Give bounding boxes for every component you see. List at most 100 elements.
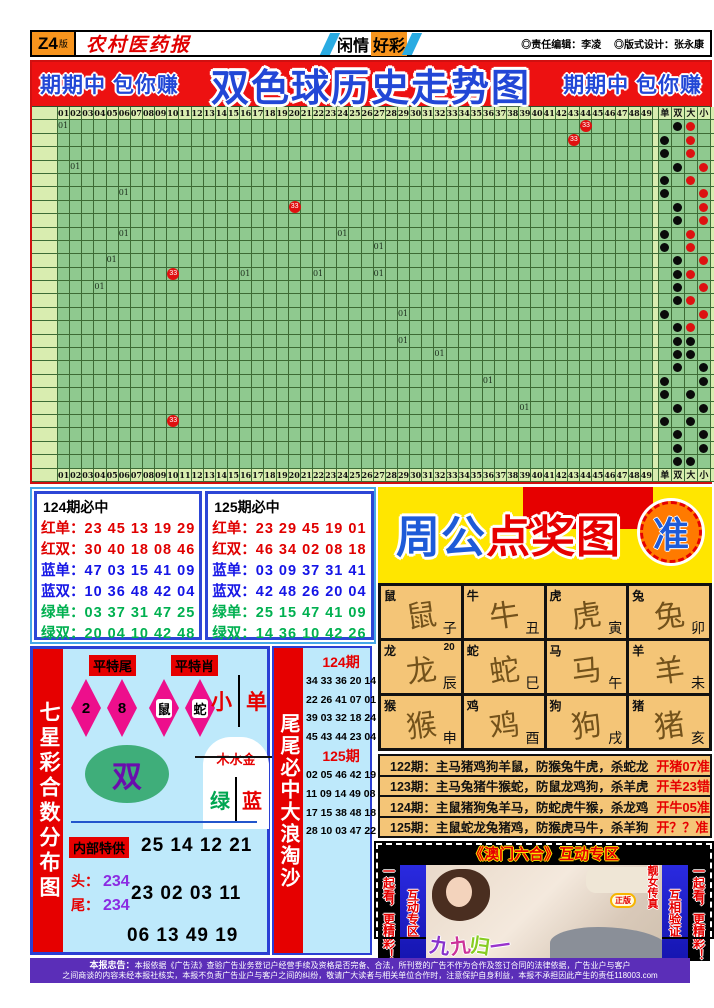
grid-cell bbox=[337, 307, 350, 322]
grid-cell bbox=[640, 173, 653, 188]
odd-even-ratio: 1 : 9 bbox=[710, 187, 714, 201]
grid-cell bbox=[616, 200, 629, 215]
column-header: 奇数:偶数 bbox=[710, 107, 714, 121]
grid-cell bbox=[519, 254, 532, 268]
grid-cell bbox=[628, 214, 641, 228]
grid-cell bbox=[616, 294, 629, 308]
grid-cell bbox=[458, 120, 471, 134]
dan-label: 单 bbox=[246, 691, 267, 714]
grid-cell bbox=[482, 147, 496, 161]
pick-row-numbers: 42 48 26 20 04 bbox=[255, 584, 367, 600]
size-dot bbox=[698, 189, 708, 199]
pingtexiao-tag: 平特肖 bbox=[171, 655, 219, 676]
grid-cell bbox=[434, 254, 447, 268]
grid-cell bbox=[227, 428, 241, 442]
notice-line2: 之间商谈的内容未经本报社核实，本报不负责广告业户与客户之间的纠纷，敬请广大读者与… bbox=[62, 971, 658, 980]
grid-cell bbox=[446, 307, 459, 322]
grid-cell bbox=[264, 281, 277, 295]
grid-cell bbox=[191, 133, 204, 148]
grid-cell bbox=[215, 294, 228, 308]
grid-cell bbox=[470, 388, 483, 402]
grid-cell bbox=[94, 187, 107, 201]
grid-cell bbox=[495, 147, 508, 161]
number-01-marker: 01 bbox=[118, 228, 129, 238]
grid-cell bbox=[628, 348, 641, 362]
grid-cell bbox=[616, 414, 629, 429]
grid-cell bbox=[543, 187, 556, 201]
grid-cell bbox=[167, 147, 180, 161]
odd-even-ratio: 2 : 5 bbox=[710, 200, 714, 215]
grid-cell bbox=[616, 227, 629, 241]
grid-cell bbox=[373, 214, 386, 228]
grid-cell bbox=[118, 173, 131, 188]
shuang-cell bbox=[671, 294, 685, 308]
grid-cell bbox=[373, 361, 386, 375]
grid-cell bbox=[142, 281, 156, 295]
grid-cell bbox=[470, 321, 483, 335]
grid-cell bbox=[142, 214, 156, 228]
grid-cell bbox=[385, 294, 398, 308]
grid-cell bbox=[94, 428, 107, 442]
grid-cell bbox=[337, 120, 350, 134]
grid-cell bbox=[240, 334, 253, 349]
grid-cell bbox=[58, 374, 71, 389]
grid-cell bbox=[94, 334, 107, 349]
grid-cell bbox=[300, 240, 313, 255]
grid-cell bbox=[312, 441, 326, 456]
grid-cell bbox=[337, 254, 350, 268]
shuang-cell bbox=[671, 307, 685, 322]
grid-cell bbox=[191, 374, 204, 389]
pick-row-numbers: 03 09 37 31 41 bbox=[255, 563, 367, 579]
number-01-marker: 01 bbox=[337, 228, 348, 238]
grid-cell bbox=[179, 133, 192, 148]
zodiac-cell: 龙 20 龙辰 bbox=[381, 641, 461, 693]
grid-cell bbox=[191, 267, 204, 282]
grid-cell bbox=[640, 321, 653, 335]
grid-cell bbox=[495, 441, 508, 456]
da-cell bbox=[684, 388, 698, 402]
grid-cell bbox=[312, 388, 326, 402]
grid-cell: 01 bbox=[434, 348, 447, 362]
grid-cell bbox=[264, 120, 277, 134]
grid-cell bbox=[446, 214, 459, 228]
grid-cell bbox=[361, 334, 374, 349]
grid-cell bbox=[458, 334, 471, 349]
grid-cell bbox=[155, 428, 168, 442]
grid-cell: 01 bbox=[373, 240, 386, 255]
grid-cell bbox=[458, 200, 471, 215]
grid-cell bbox=[495, 307, 508, 322]
size-dot bbox=[685, 242, 695, 252]
grid-cell bbox=[142, 348, 156, 362]
grid-cell bbox=[531, 160, 544, 174]
grid-cell bbox=[434, 428, 447, 442]
grid-cell bbox=[446, 173, 459, 188]
grid-cell bbox=[312, 187, 326, 201]
zodiac-cell: 牛牛丑 bbox=[463, 586, 544, 638]
xiao-cell bbox=[697, 227, 711, 241]
odd-even-dot bbox=[659, 189, 669, 199]
grid-cell bbox=[337, 455, 350, 469]
grid-cell bbox=[592, 240, 605, 255]
grid-cell bbox=[519, 133, 532, 148]
grid-cell bbox=[106, 240, 119, 255]
row-label-cell bbox=[32, 214, 58, 228]
grid-cell bbox=[385, 133, 398, 148]
designer-credit: ◎版式设计：张永康 bbox=[614, 40, 704, 51]
grid-cell bbox=[142, 321, 156, 335]
grid-cell bbox=[203, 307, 216, 322]
dan-cell bbox=[658, 173, 672, 188]
grid-cell bbox=[434, 240, 447, 255]
grid-cell bbox=[130, 374, 143, 389]
grid-cell bbox=[215, 388, 228, 402]
grid-cell bbox=[142, 133, 156, 148]
grid-cell bbox=[470, 227, 483, 241]
pick-row: 绿单：25 15 47 41 09 bbox=[212, 603, 366, 624]
grid-cell bbox=[470, 133, 483, 148]
grid-cell bbox=[276, 147, 289, 161]
grid-cell bbox=[155, 160, 168, 174]
grid-cell bbox=[531, 187, 544, 201]
grid-cell bbox=[203, 173, 216, 188]
grid-spacer bbox=[652, 294, 659, 308]
shuang-cell bbox=[671, 214, 685, 228]
grid-cell bbox=[592, 307, 605, 322]
